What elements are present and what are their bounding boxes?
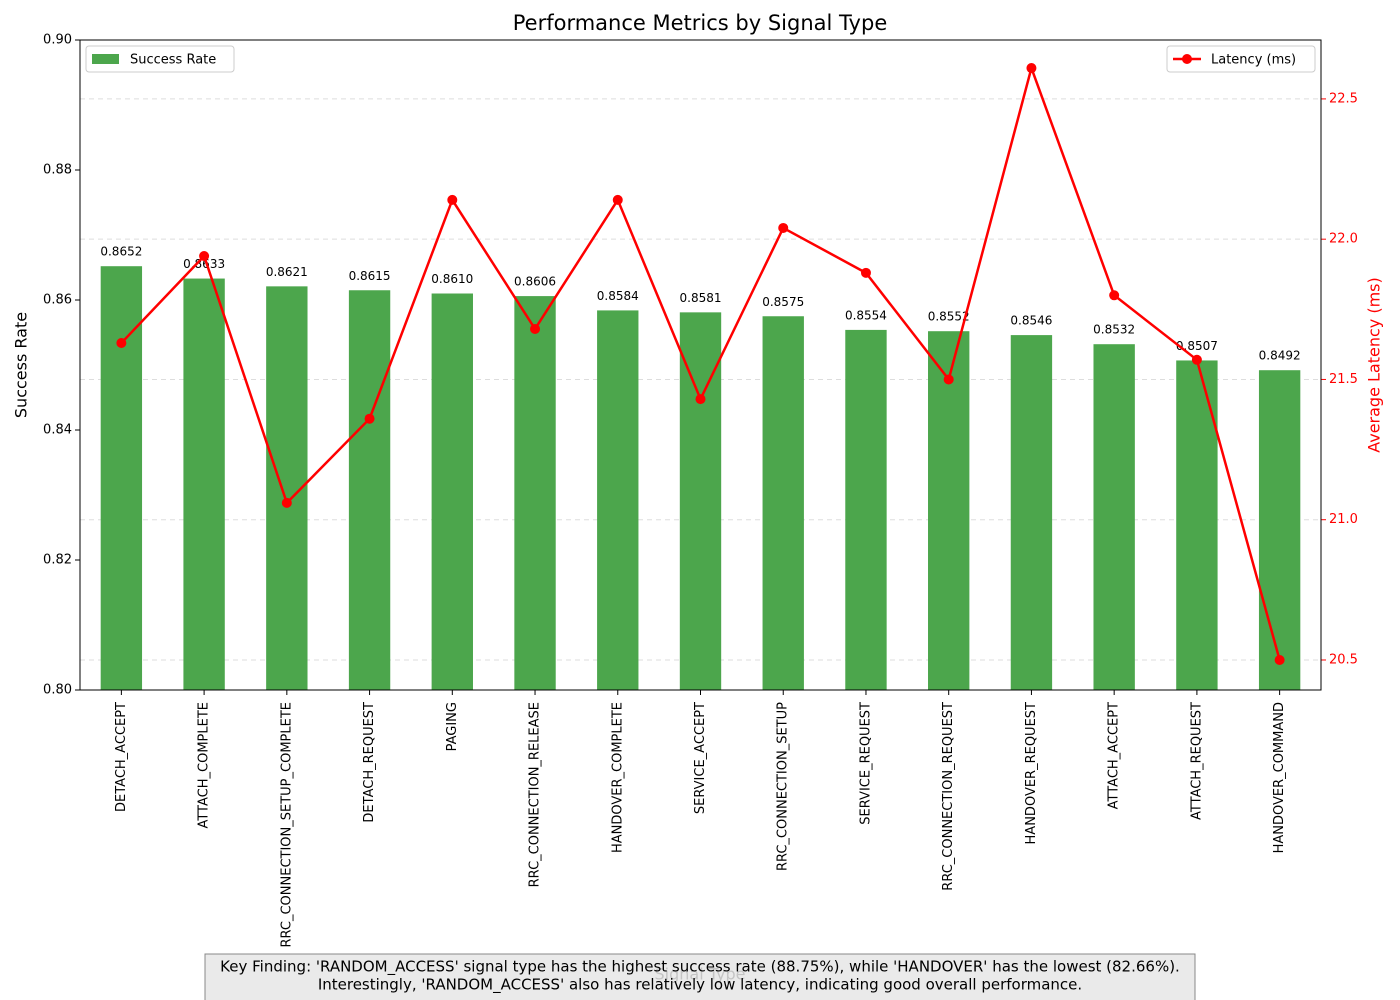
- bar: [183, 278, 225, 690]
- y2-tick-label: 20.5: [1329, 652, 1358, 667]
- bar: [845, 329, 887, 690]
- legend-label: Success Rate: [130, 53, 216, 68]
- marker: [116, 337, 127, 348]
- x-tick-label: SERVICE_ACCEPT: [693, 702, 708, 814]
- value-label: 0.8606: [514, 275, 556, 289]
- x-tick-label: DETACH_REQUEST: [362, 702, 377, 823]
- x-tick-label: ATTACH_ACCEPT: [1107, 702, 1122, 809]
- y-tick-label: 0.82: [43, 553, 72, 568]
- bar: [100, 266, 143, 690]
- marker: [1191, 354, 1202, 365]
- value-label: 0.8507: [1176, 339, 1218, 353]
- y2-axis-label: Average Latency (ms): [1365, 277, 1384, 453]
- value-label: 0.8492: [1259, 349, 1301, 363]
- value-label: 0.8552: [928, 310, 970, 324]
- marker: [1026, 63, 1037, 74]
- x-tick-label: RRC_CONNECTION_RELEASE: [528, 702, 543, 887]
- marker: [530, 323, 541, 334]
- y-tick-label: 0.86: [43, 293, 72, 308]
- bar: [348, 290, 391, 690]
- marker: [447, 194, 458, 205]
- x-tick-label: ATTACH_COMPLETE: [197, 702, 212, 829]
- marker: [695, 394, 706, 405]
- x-tick-label: HANDOVER_COMMAND: [1272, 702, 1287, 853]
- annotation-text: Key Finding: 'RANDOM_ACCESS' signal type…: [220, 958, 1180, 977]
- value-label: 0.8652: [100, 245, 142, 259]
- value-label: 0.8554: [845, 308, 887, 322]
- y-tick-label: 0.84: [43, 423, 72, 438]
- marker: [364, 413, 375, 424]
- bar: [1258, 370, 1301, 690]
- marker: [281, 497, 292, 508]
- value-label: 0.8584: [597, 289, 639, 303]
- legend-swatch: [92, 54, 119, 64]
- marker: [860, 267, 871, 278]
- x-tick-label: HANDOVER_COMPLETE: [610, 702, 625, 853]
- legend-box: [1166, 45, 1316, 73]
- bar: [679, 312, 722, 690]
- annotation-box: [204, 953, 1196, 1000]
- marker: [199, 251, 210, 262]
- bar: [431, 293, 473, 690]
- x-tick-label: RRC_CONNECTION_REQUEST: [941, 702, 956, 891]
- x-tick-label: RRC_CONNECTION_SETUP: [776, 702, 791, 871]
- x-tick-label: PAGING: [445, 702, 460, 751]
- marker: [1274, 654, 1285, 665]
- legend-label: Latency (ms): [1211, 53, 1296, 68]
- y2-tick-label: 21.5: [1329, 372, 1358, 387]
- y-axis-label: Success Rate: [12, 312, 31, 418]
- annotation-text: Interestingly, 'RANDOM_ACCESS' also has …: [318, 976, 1082, 995]
- bar: [1010, 335, 1053, 690]
- value-label: 0.8581: [680, 291, 722, 305]
- bar: [1093, 344, 1135, 690]
- bar: [597, 310, 639, 690]
- value-label: 0.8610: [431, 272, 473, 286]
- value-label: 0.8532: [1093, 323, 1135, 337]
- y2-tick-label: 22.0: [1329, 232, 1358, 247]
- marker: [1109, 290, 1120, 301]
- x-tick-label: SERVICE_REQUEST: [858, 702, 873, 825]
- legend-marker: [1182, 54, 1192, 64]
- x-tick-label: HANDOVER_REQUEST: [1024, 702, 1039, 845]
- bar: [1176, 360, 1218, 690]
- y-tick-label: 0.88: [43, 163, 72, 178]
- value-label: 0.8546: [1010, 314, 1052, 328]
- bar: [514, 296, 556, 690]
- bar: [928, 331, 970, 690]
- legend-box: [85, 45, 235, 73]
- x-tick-label: ATTACH_REQUEST: [1189, 702, 1204, 820]
- y-tick-label: 0.80: [43, 683, 72, 698]
- x-tick-label: RRC_CONNECTION_SETUP_COMPLETE: [279, 702, 294, 948]
- bar: [762, 316, 804, 690]
- value-label: 0.8621: [266, 265, 308, 279]
- x-tick-label: DETACH_ACCEPT: [114, 702, 129, 812]
- value-label: 0.8575: [762, 295, 804, 309]
- y2-tick-label: 21.0: [1329, 512, 1358, 527]
- plot-frame: [79, 39, 1322, 691]
- value-label: 0.8615: [349, 269, 391, 283]
- marker: [612, 194, 623, 205]
- marker: [943, 374, 954, 385]
- y2-tick-label: 22.5: [1329, 91, 1358, 106]
- marker: [778, 222, 789, 233]
- chart-title: Performance Metrics by Signal Type: [513, 11, 888, 35]
- y-tick-label: 0.90: [43, 33, 72, 48]
